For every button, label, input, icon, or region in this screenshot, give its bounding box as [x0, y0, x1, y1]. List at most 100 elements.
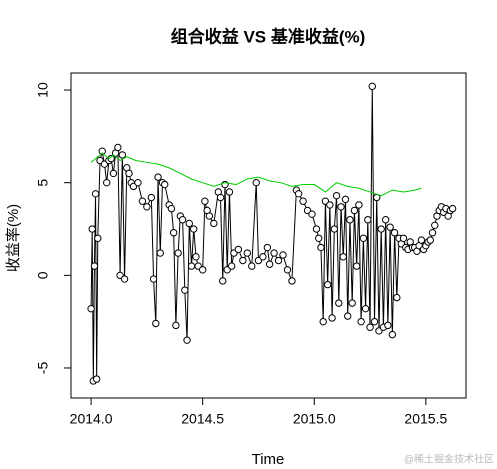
series-line — [90, 152, 422, 197]
point — [192, 253, 200, 261]
point — [339, 253, 347, 261]
point — [428, 229, 437, 237]
point — [265, 260, 274, 268]
y-tick-label: 10 — [35, 82, 51, 98]
point — [352, 262, 361, 270]
point — [312, 225, 321, 233]
point — [315, 234, 323, 242]
x-tick-label: 2014.5 — [181, 411, 224, 427]
point — [156, 249, 164, 257]
point — [174, 249, 182, 257]
point — [299, 197, 307, 205]
point — [167, 204, 176, 213]
point — [107, 154, 115, 163]
point — [187, 262, 196, 270]
point — [274, 256, 283, 265]
point — [319, 317, 327, 326]
point — [201, 197, 209, 205]
point — [341, 195, 350, 204]
point — [134, 178, 142, 187]
point — [234, 245, 243, 254]
point — [147, 193, 156, 202]
point — [330, 225, 339, 233]
point — [239, 256, 247, 265]
point — [448, 204, 457, 213]
point — [283, 266, 292, 274]
point — [370, 317, 379, 326]
point — [149, 275, 158, 283]
point — [337, 203, 345, 211]
point — [357, 317, 365, 326]
point — [364, 216, 372, 224]
point — [248, 262, 256, 270]
point — [323, 280, 332, 289]
point — [143, 203, 151, 211]
point — [87, 304, 95, 313]
x-tick-label: 2015.5 — [404, 411, 447, 427]
point — [243, 249, 251, 257]
point — [294, 190, 303, 198]
point — [377, 225, 385, 233]
point — [198, 266, 207, 274]
point — [431, 221, 439, 230]
point — [178, 216, 187, 224]
point — [90, 262, 99, 270]
point — [308, 210, 316, 218]
point — [393, 293, 401, 302]
point — [109, 169, 118, 178]
point — [361, 304, 370, 313]
point — [227, 262, 236, 270]
point — [225, 188, 234, 196]
point — [183, 336, 191, 344]
point — [326, 201, 334, 209]
point — [332, 191, 341, 200]
watermark: @稀土掘金技术社区 — [404, 453, 494, 466]
point — [279, 251, 287, 259]
point — [288, 277, 296, 285]
point — [216, 193, 225, 202]
point — [344, 312, 352, 320]
point — [346, 216, 354, 224]
point — [219, 277, 227, 285]
point — [335, 299, 343, 307]
point — [161, 180, 169, 189]
point — [386, 223, 394, 231]
chart-title: 组合收益 VS 基准收益(%) — [171, 26, 366, 46]
point — [91, 190, 100, 198]
point — [125, 169, 133, 178]
point — [154, 173, 162, 181]
point — [172, 321, 180, 330]
point — [368, 82, 376, 91]
point — [348, 299, 356, 307]
point — [152, 319, 160, 328]
point — [118, 151, 127, 159]
point — [366, 323, 374, 331]
y-axis-label: 收益率(%) — [5, 204, 22, 272]
y-tick-label: 5 — [35, 179, 51, 187]
point — [88, 225, 96, 233]
point — [390, 229, 399, 237]
plot-box — [70, 72, 467, 399]
point — [120, 275, 129, 283]
point — [317, 243, 325, 252]
point — [328, 314, 336, 322]
point — [259, 253, 267, 261]
point — [92, 375, 101, 383]
point — [381, 216, 390, 224]
point — [181, 286, 189, 294]
point — [190, 225, 198, 233]
point — [426, 236, 434, 244]
point — [114, 143, 122, 152]
point — [98, 147, 106, 155]
point — [355, 201, 363, 209]
y-tick-label: -5 — [35, 362, 51, 375]
x-axis-label: Time — [252, 451, 285, 468]
point — [210, 219, 218, 228]
point — [388, 330, 397, 339]
point — [185, 219, 193, 228]
point — [270, 249, 278, 257]
point — [359, 234, 368, 242]
point — [350, 206, 359, 215]
point — [263, 243, 272, 252]
